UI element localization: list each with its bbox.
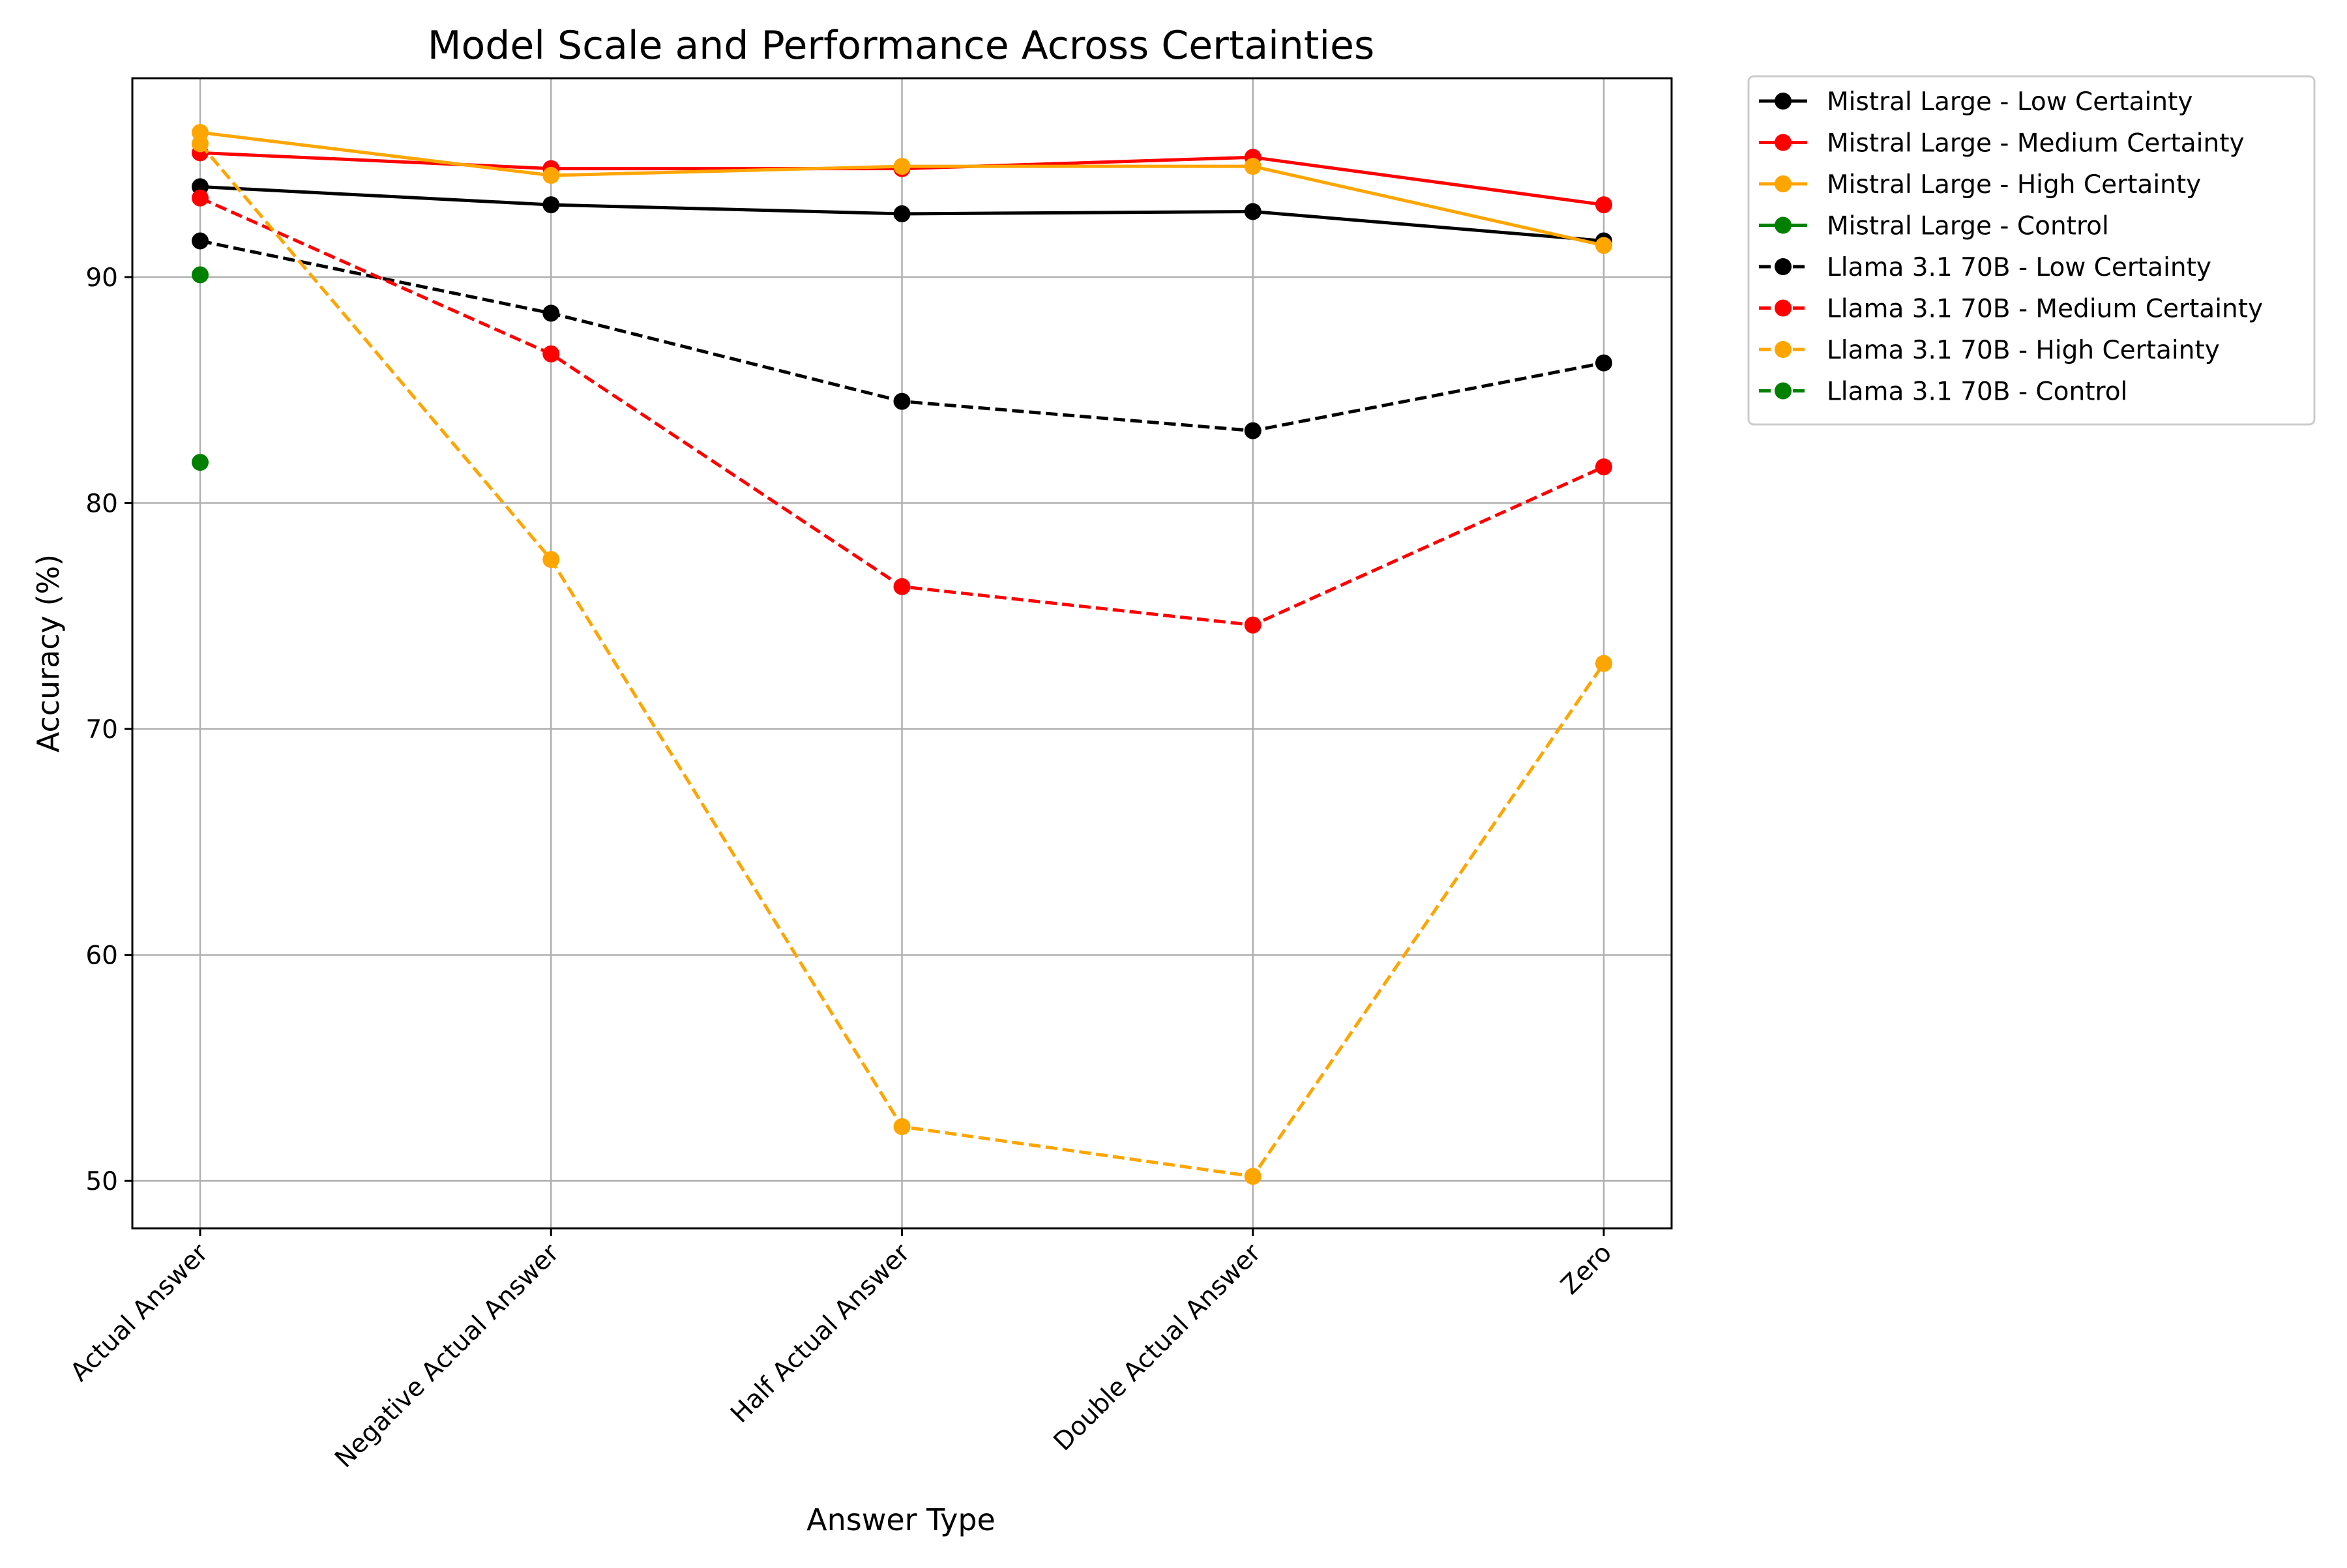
legend-label: Llama 3.1 70B - Medium Certainty	[1827, 295, 2263, 324]
data-point-llama-3-1-70b-medium-certainty	[1595, 458, 1612, 476]
series-mistral-large-high-certainty	[192, 124, 1612, 254]
data-point-llama-3-1-70b-medium-certainty	[192, 189, 209, 207]
legend-label: Llama 3.1 70B - Control	[1827, 377, 2127, 407]
data-point-llama-3-1-70b-low-certainty	[542, 304, 560, 322]
data-point-mistral-large-low-certainty	[893, 205, 911, 222]
data-point-mistral-large-control	[192, 266, 209, 284]
legend-label: Mistral Large - Low Certainty	[1827, 87, 2192, 117]
legend-marker	[1775, 93, 1792, 110]
data-point-mistral-large-low-certainty	[1244, 203, 1262, 220]
legend-item-mistral-large-low-certainty: Mistral Large - Low Certainty	[1759, 87, 2192, 117]
data-point-mistral-large-high-certainty	[1244, 158, 1262, 175]
data-point-llama-3-1-70b-high-certainty	[893, 1118, 911, 1136]
chart-title: Model Scale and Performance Across Certa…	[428, 23, 1374, 68]
data-point-llama-3-1-70b-low-certainty	[1244, 422, 1262, 439]
legend-label: Mistral Large - Control	[1827, 212, 2109, 241]
y-tick-label: 50	[85, 1167, 118, 1196]
legend-label: Mistral Large - Medium Certainty	[1827, 129, 2245, 158]
legend: Mistral Large - Low Certainty Mistral Lar…	[1747, 75, 2316, 426]
data-point-llama-3-1-70b-medium-certainty	[1244, 616, 1262, 634]
data-point-llama-3-1-70b-high-certainty	[542, 551, 560, 569]
series-llama-3-1-70b-medium-certainty	[192, 189, 1612, 634]
legend-item-mistral-large-high-certainty: Mistral Large - High Certainty	[1759, 170, 2201, 200]
series-lines	[192, 124, 1612, 1185]
y-tick-label: 90	[85, 263, 118, 293]
legend-label: Llama 3.1 70B - Low Certainty	[1827, 253, 2211, 282]
legend-item-llama-3-1-70b-control: Llama 3.1 70B - Control	[1759, 377, 2127, 407]
legend-item-llama-3-1-70b-medium-certainty: Llama 3.1 70B - Medium Certainty	[1759, 295, 2263, 324]
legend-item-mistral-large-medium-certainty: Mistral Large - Medium Certainty	[1759, 129, 2245, 158]
series-mistral-large-control	[192, 266, 209, 284]
legend-item-mistral-large-control: Mistral Large - Control	[1759, 212, 2109, 241]
legend-marker	[1775, 175, 1792, 192]
y-axis-label: Accuracy (%)	[31, 554, 66, 752]
data-point-llama-3-1-70b-medium-certainty	[542, 345, 560, 362]
legend-marker	[1775, 134, 1792, 151]
y-tick-label: 60	[85, 941, 118, 971]
data-point-llama-3-1-70b-low-certainty	[893, 392, 911, 410]
data-point-mistral-large-high-certainty	[1595, 237, 1612, 254]
legend-marker	[1775, 258, 1792, 275]
legend-marker	[1775, 341, 1792, 358]
legend-marker	[1775, 382, 1792, 400]
legend-item-llama-3-1-70b-low-certainty: Llama 3.1 70B - Low Certainty	[1759, 253, 2211, 282]
legend-label: Mistral Large - High Certainty	[1827, 170, 2201, 200]
y-axis: 50 60 70 80 90	[85, 263, 132, 1196]
data-point-mistral-large-medium-certainty	[1595, 196, 1612, 214]
data-point-llama-3-1-70b-high-certainty	[1595, 655, 1612, 672]
data-point-llama-3-1-70b-low-certainty	[1595, 354, 1612, 372]
data-point-llama-3-1-70b-high-certainty	[192, 135, 209, 153]
legend-marker	[1775, 216, 1792, 234]
data-point-mistral-large-high-certainty	[542, 167, 560, 185]
y-tick-label: 70	[85, 715, 118, 745]
x-axis-label: Answer Type	[806, 1502, 996, 1537]
data-point-mistral-large-high-certainty	[893, 158, 911, 175]
data-point-llama-3-1-70b-control	[192, 454, 209, 471]
series-llama-3-1-70b-low-certainty	[192, 232, 1612, 439]
data-point-llama-3-1-70b-high-certainty	[1244, 1168, 1262, 1185]
data-point-llama-3-1-70b-low-certainty	[192, 232, 209, 250]
series-llama-3-1-70b-control	[192, 454, 209, 471]
series-llama-3-1-70b-high-certainty	[192, 135, 1612, 1185]
y-tick-label: 80	[85, 490, 118, 519]
data-point-mistral-large-low-certainty	[542, 196, 560, 214]
legend-label: Llama 3.1 70B - High Certainty	[1827, 336, 2220, 365]
legend-item-llama-3-1-70b-high-certainty: Llama 3.1 70B - High Certainty	[1759, 336, 2220, 365]
grid	[132, 78, 1672, 1228]
legend-frame	[1747, 75, 2316, 426]
data-point-llama-3-1-70b-medium-certainty	[893, 578, 911, 595]
legend-marker	[1775, 299, 1792, 317]
